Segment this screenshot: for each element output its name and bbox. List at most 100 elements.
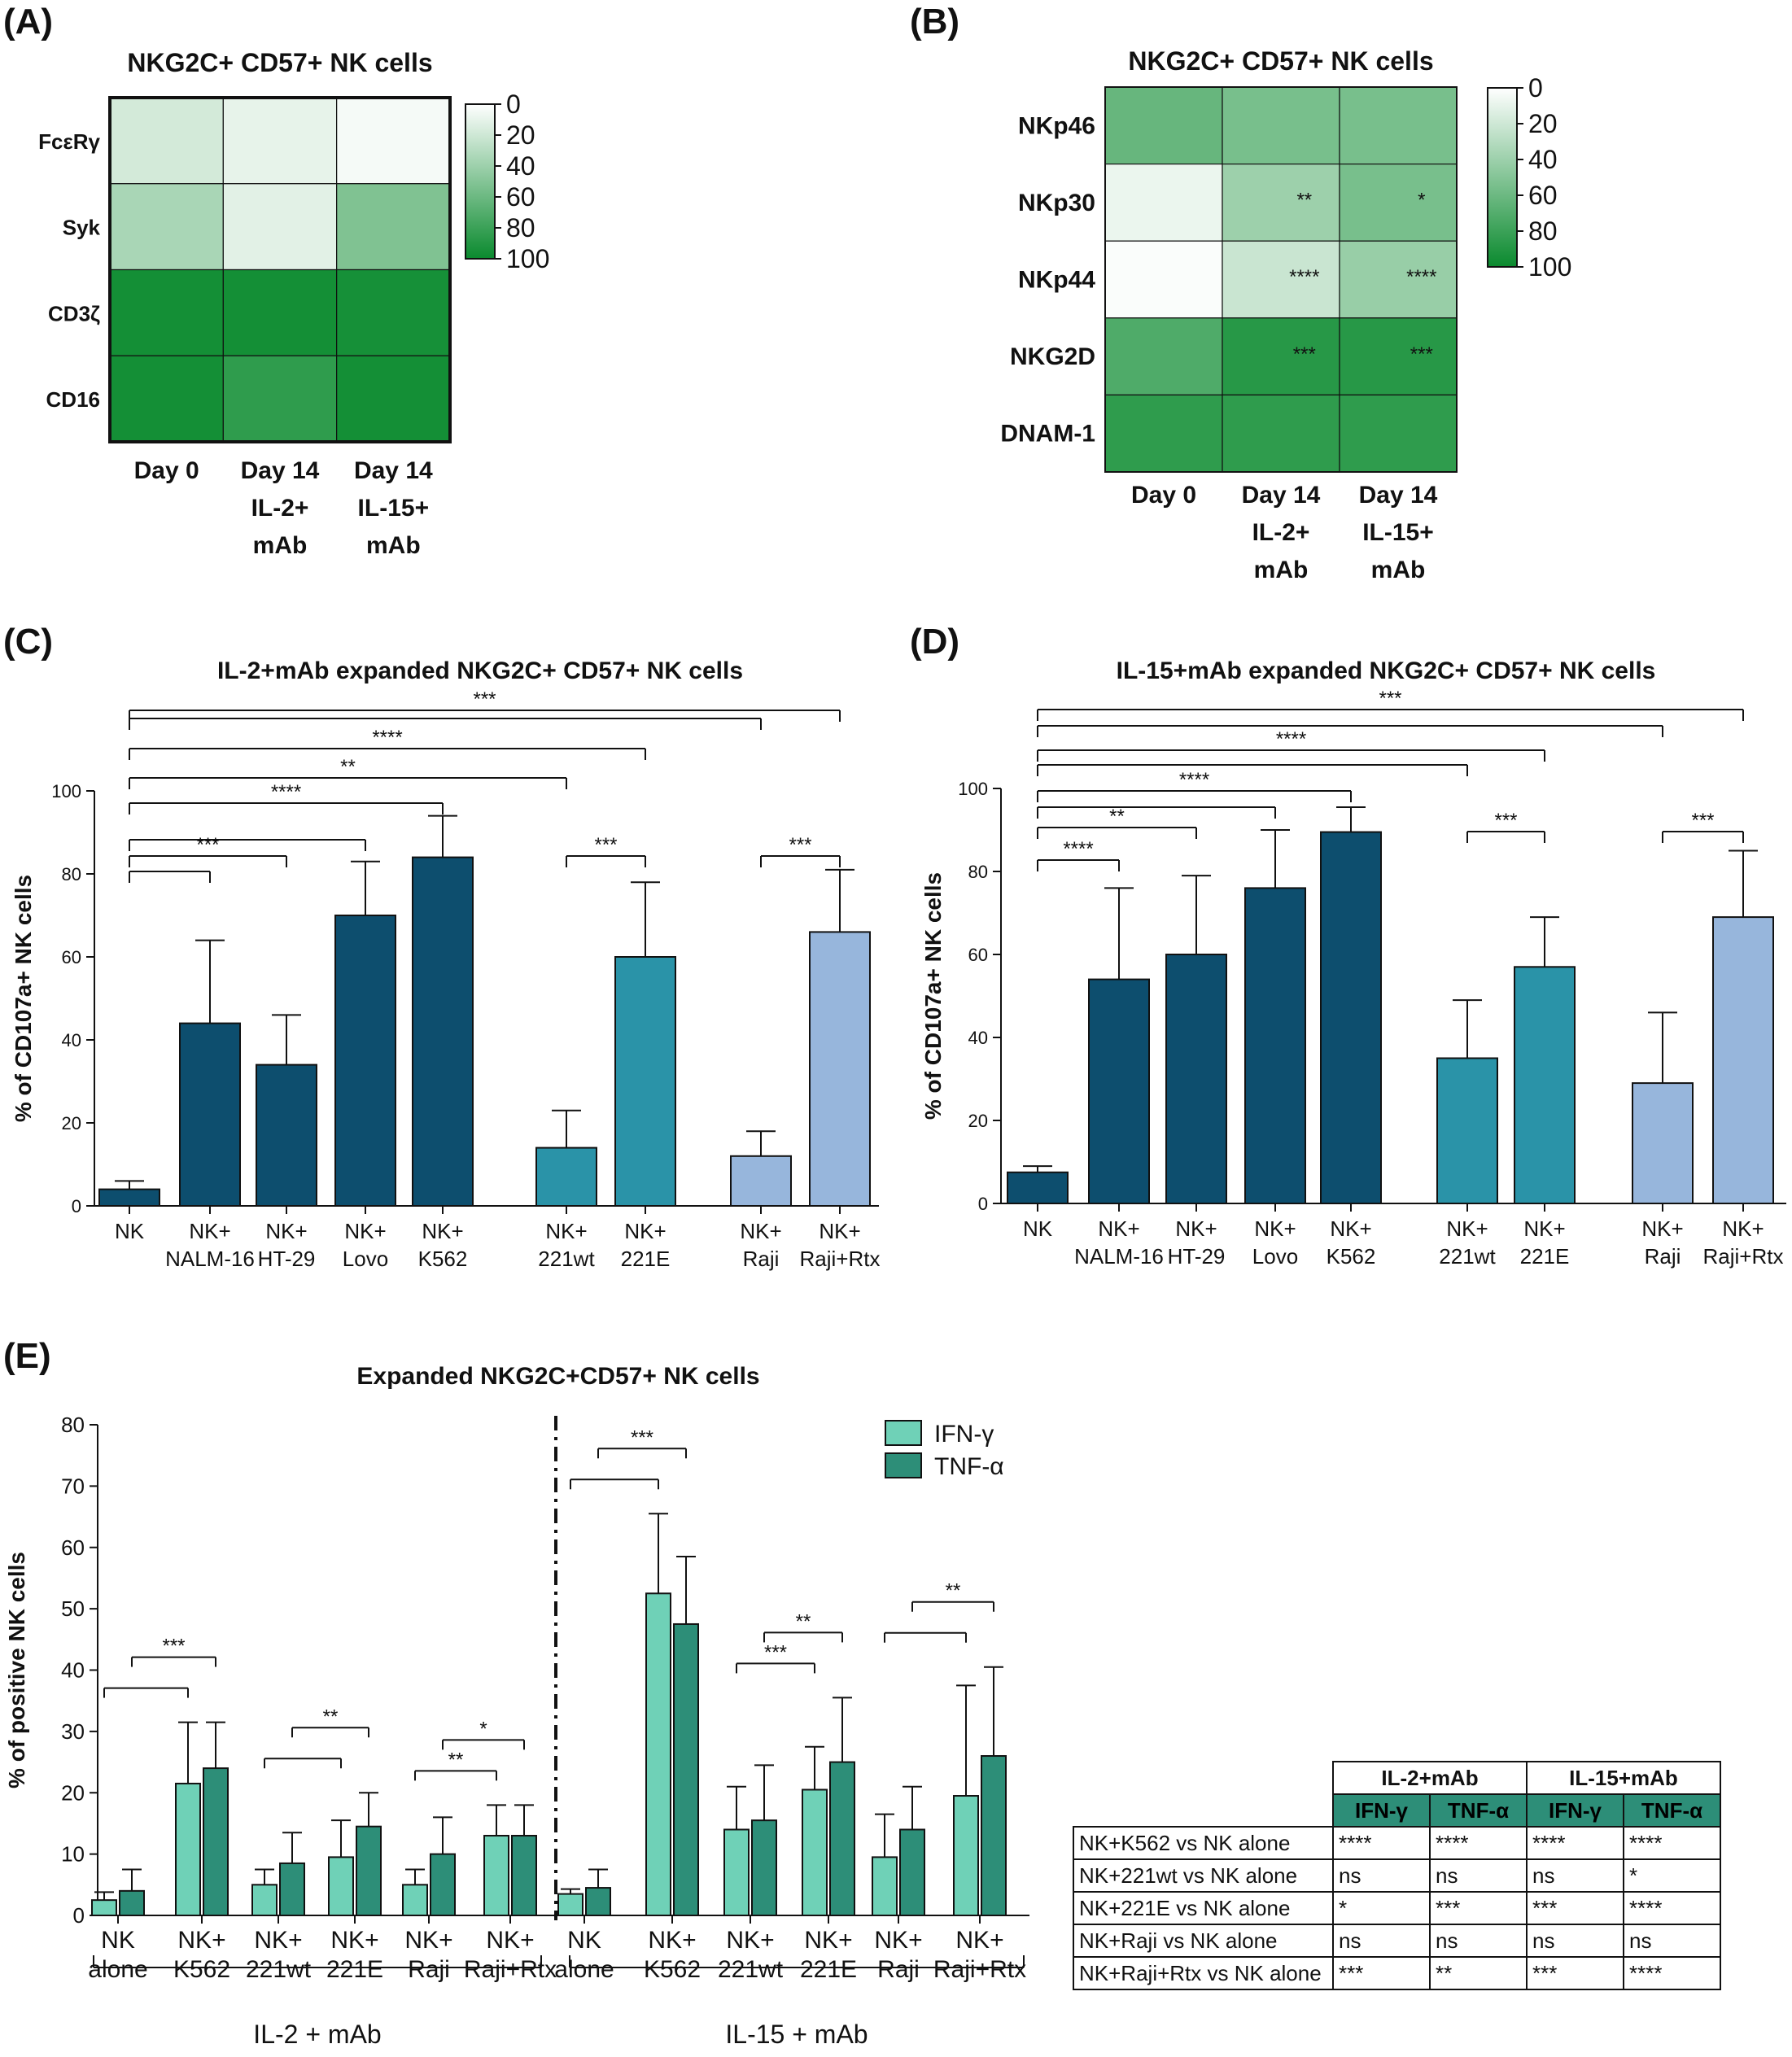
table-cell: **** <box>1332 1826 1431 1860</box>
x-tick-label: NK+ <box>486 1927 534 1954</box>
significance-label: *** <box>1410 343 1433 365</box>
heatmap-cell <box>1339 164 1458 242</box>
bar <box>1165 954 1227 1204</box>
table-row: NK+Raji vs NK alone ns ns ns ns <box>1073 1924 1721 1958</box>
x-tick-label: 221E <box>326 1956 383 1983</box>
significance-label: ** <box>1109 806 1125 828</box>
heatmap-cell <box>1104 164 1223 242</box>
colorbar-tick-label: 80 <box>1528 216 1558 246</box>
y-tick-label: 100 <box>51 781 81 801</box>
heatmap-cell <box>1104 86 1223 165</box>
x-tick-label: Lovo <box>343 1247 388 1271</box>
column-label: IL-15+ <box>358 495 430 522</box>
colorbar <box>465 103 496 260</box>
x-tick-label: NK+ <box>648 1927 696 1954</box>
significance-label: *** <box>196 834 219 856</box>
column-label: Day 14 <box>241 457 320 484</box>
x-tick-label: NK <box>567 1927 601 1954</box>
bar <box>203 1767 229 1917</box>
column-label: IL-2+ <box>1252 519 1310 546</box>
heatmap-frame <box>108 96 452 443</box>
table-cell: **** <box>1623 1826 1721 1860</box>
bar <box>402 1884 428 1916</box>
legend-label: TNF-α <box>934 1453 1004 1480</box>
bar <box>1632 1082 1694 1204</box>
bar <box>256 1063 317 1207</box>
table-subheader: TNF-α <box>1429 1793 1528 1828</box>
significance-label: **** <box>1179 769 1209 791</box>
significance-label: *** <box>473 688 496 710</box>
y-tick-label: 0 <box>73 1903 85 1928</box>
panel-label-b: (B) <box>910 2 960 41</box>
x-tick-label: NK+ <box>254 1927 302 1954</box>
x-tick-label: NK+ <box>189 1219 230 1243</box>
x-tick-label: NK+ <box>819 1219 860 1243</box>
table-cell: * <box>1623 1858 1721 1893</box>
chart-title: IL-15+mAb expanded NKG2C+ CD57+ NK cells <box>1117 657 1656 684</box>
bar <box>1007 1171 1069 1204</box>
colorbar-tick-label: 0 <box>1528 73 1543 103</box>
y-tick-label: 60 <box>62 947 81 967</box>
x-tick-label: K562 <box>418 1247 468 1271</box>
table-row-label: NK+221wt vs NK alone <box>1073 1858 1334 1893</box>
row-label: NKp44 <box>1018 267 1095 294</box>
bar <box>673 1622 699 1916</box>
table-group-header: IL-15+mAb <box>1526 1761 1721 1795</box>
panel-label-d: (D) <box>910 622 960 662</box>
bar <box>981 1755 1007 1916</box>
significance-label: *** <box>1293 343 1316 365</box>
table-subheader: IFN-γ <box>1526 1793 1624 1828</box>
heatmap-cell <box>336 97 451 185</box>
row-label: CD3ζ <box>48 301 100 325</box>
table-group-header: IL-2+mAb <box>1332 1761 1528 1795</box>
x-tick-label: 221wt <box>246 1956 312 1983</box>
x-tick-label: 221E <box>1520 1244 1570 1269</box>
panel-label-c: (C) <box>3 622 54 662</box>
bar <box>1320 831 1382 1204</box>
row-label: CD16 <box>46 387 100 412</box>
heatmap-cell <box>1104 394 1223 473</box>
y-axis-label: % of CD107a+ NK cells <box>11 875 36 1122</box>
bar <box>585 1887 611 1917</box>
bar <box>91 1899 117 1916</box>
x-tick-label: NK <box>1023 1216 1053 1241</box>
x-tick-label: K562 <box>644 1956 701 1983</box>
heatmap-title: NKG2C+ CD57+ NK cells <box>127 48 432 77</box>
x-tick-label: K562 <box>1327 1244 1376 1269</box>
x-tick-label: Raji <box>408 1956 450 1983</box>
x-tick-label: NK+ <box>404 1927 452 1954</box>
bar <box>119 1889 145 1917</box>
significance-label: **** <box>271 781 301 803</box>
significance-label: *** <box>1494 810 1517 832</box>
bar <box>430 1853 456 1916</box>
y-tick-label: 20 <box>62 1113 81 1133</box>
significance-label: * <box>1418 190 1425 212</box>
bar <box>899 1828 925 1917</box>
significance-label: ** <box>448 1749 464 1771</box>
row-label: NKG2D <box>1010 343 1095 370</box>
heatmap-cell <box>1104 240 1223 319</box>
heatmap-cell <box>1222 86 1340 165</box>
heatmap-cell <box>336 355 451 443</box>
significance-label: **** <box>1276 728 1306 750</box>
table-cell: *** <box>1332 1956 1431 1990</box>
x-tick-label: NK+ <box>422 1219 463 1243</box>
heatmap-cell <box>1339 86 1458 165</box>
heatmap-cell <box>1339 240 1458 319</box>
table-cell: *** <box>1526 1891 1624 1925</box>
x-tick-label: NK+ <box>1254 1216 1296 1241</box>
table-cell: **** <box>1526 1826 1624 1860</box>
x-tick-label: NALM-16 <box>165 1247 255 1271</box>
table-row-label: NK+Raji+Rtx vs NK alone <box>1073 1956 1334 1990</box>
heatmap-cell <box>336 183 451 271</box>
table-cell: ns <box>1526 1858 1624 1893</box>
panel-label-a: (A) <box>3 2 54 41</box>
column-label: Day 14 <box>1242 482 1321 509</box>
x-tick-label: NK+ <box>265 1219 307 1243</box>
table-cell: * <box>1332 1891 1431 1925</box>
x-tick-label: 221wt <box>1439 1244 1496 1269</box>
y-axis-label: % of CD107a+ NK cells <box>920 872 946 1120</box>
bar <box>535 1146 597 1207</box>
significance-label: **** <box>1406 266 1436 288</box>
table-row-label: NK+221E vs NK alone <box>1073 1891 1334 1925</box>
